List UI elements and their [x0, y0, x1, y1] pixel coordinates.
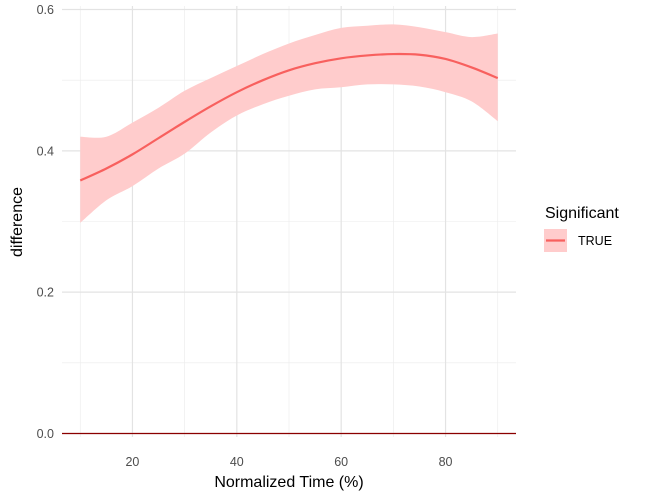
x-axis-title: Normalized Time (%)	[214, 474, 363, 491]
y-axis-title: difference	[9, 187, 26, 257]
x-tick-label: 60	[334, 455, 348, 469]
ribbon-layer	[80, 24, 498, 223]
x-tick-label: 20	[125, 455, 139, 469]
y-tick-label: 0.2	[37, 286, 54, 300]
y-tick-label: 0.0	[37, 427, 54, 441]
tick-label-layer: 20 40 60 80 0.0 0.2 0.4 0.6	[37, 3, 453, 469]
legend-entries: TRUE	[544, 229, 612, 252]
legend-title: Significant	[545, 205, 619, 222]
y-tick-label: 0.6	[37, 3, 54, 17]
y-tick-label: 0.4	[37, 144, 54, 158]
legend-label: TRUE	[578, 234, 612, 248]
legend: Significant TRUE	[544, 205, 619, 252]
x-tick-label: 40	[230, 455, 244, 469]
confidence-ribbon	[80, 24, 498, 223]
x-tick-label: 80	[439, 455, 453, 469]
line-layer	[79, 52, 499, 182]
series-line-true	[79, 52, 499, 182]
